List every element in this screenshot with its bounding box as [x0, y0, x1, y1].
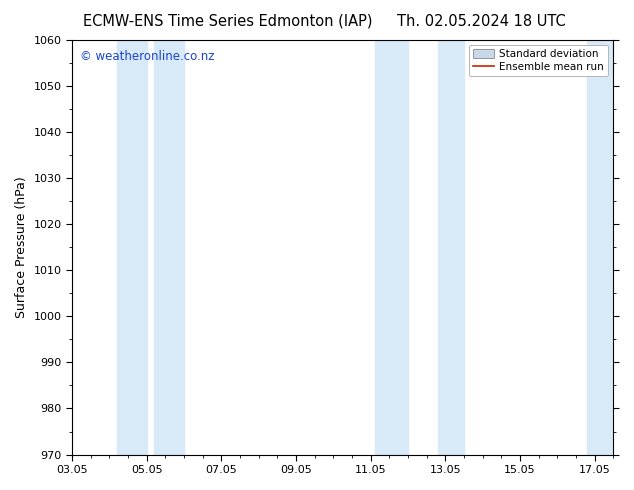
Bar — [375, 40, 408, 455]
Text: ECMW-ENS Time Series Edmonton (IAP): ECMW-ENS Time Series Edmonton (IAP) — [84, 14, 373, 29]
Text: Th. 02.05.2024 18 UTC: Th. 02.05.2024 18 UTC — [398, 14, 566, 29]
Bar — [117, 40, 146, 455]
Bar — [438, 40, 464, 455]
Bar — [587, 40, 614, 455]
Y-axis label: Surface Pressure (hPa): Surface Pressure (hPa) — [15, 176, 28, 318]
Bar — [154, 40, 184, 455]
Legend: Standard deviation, Ensemble mean run: Standard deviation, Ensemble mean run — [469, 45, 608, 76]
Text: © weatheronline.co.nz: © weatheronline.co.nz — [81, 50, 215, 63]
